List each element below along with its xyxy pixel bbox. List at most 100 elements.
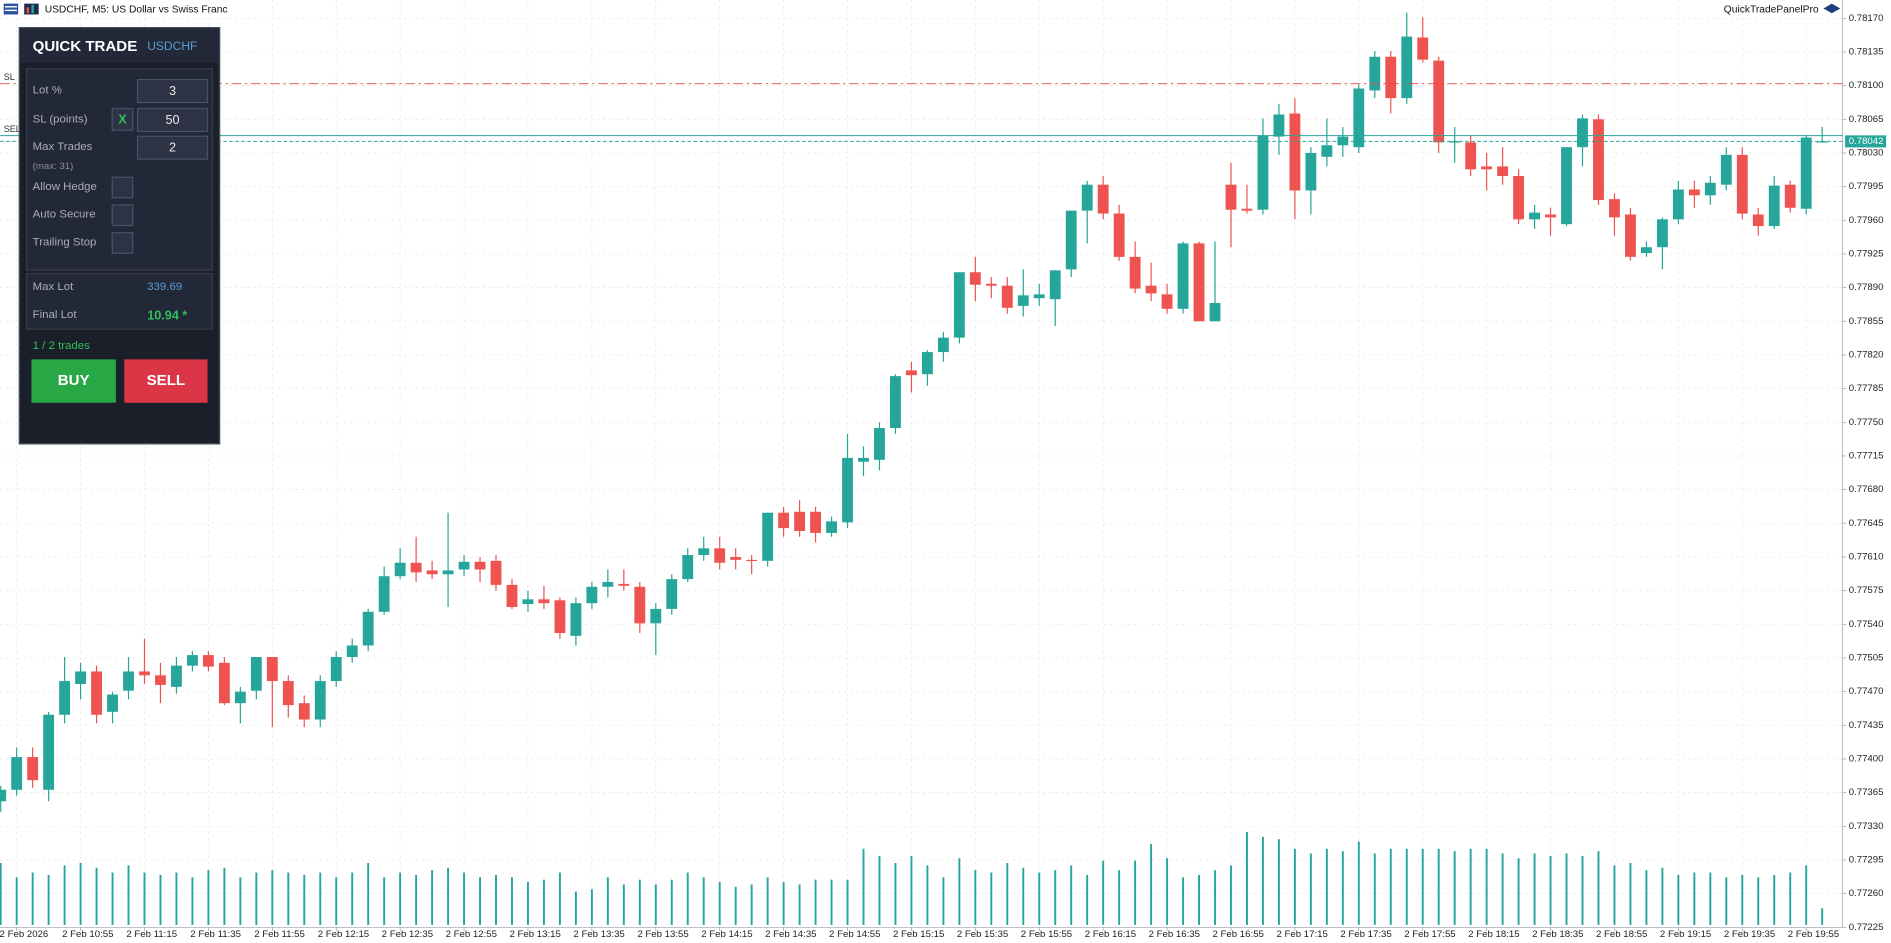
trade-status: 1 / 2 trades	[33, 340, 91, 352]
candle-body	[890, 376, 901, 429]
candle-body	[1145, 285, 1157, 294]
candle-body	[0, 789, 7, 802]
lot-input[interactable]	[136, 78, 209, 104]
sl-input[interactable]	[136, 107, 209, 133]
candle-body	[1545, 214, 1556, 218]
header: USDCHF, M5: US Dollar vs Swiss Franc Qui…	[3, 3, 1841, 15]
candle-body	[91, 671, 102, 715]
checkbox[interactable]	[111, 204, 134, 227]
x-tick-label: 2 Feb 14:55	[829, 929, 880, 940]
field-value: 50	[165, 113, 179, 127]
candle-body	[11, 757, 23, 790]
max-trades-input[interactable]	[136, 135, 209, 160]
candle-body	[1752, 214, 1764, 227]
candle-body	[1736, 154, 1748, 214]
candle-body	[1513, 176, 1525, 220]
candle-body	[586, 586, 598, 604]
checkbox-label: Allow Hedge	[33, 181, 97, 193]
candle-body	[59, 681, 71, 715]
candle-body	[234, 691, 246, 704]
x-tick-label: 2 Feb 15:55	[1021, 929, 1072, 940]
x-tick-label: 2 Feb 14:15	[701, 929, 752, 940]
candle-body	[282, 681, 294, 706]
quick-trade-panel: QUICK TRADE USDCHF Lot % 3 SL (points) X…	[18, 27, 221, 445]
candle-body	[921, 352, 933, 375]
y-tick-label: 0.77785	[1849, 383, 1884, 394]
y-tick-label: 0.77400	[1849, 754, 1884, 765]
x-tick-label: 2 Feb 15:35	[957, 929, 1008, 940]
field-note: (max: 31)	[33, 161, 74, 172]
candle-body	[874, 428, 885, 460]
x-tick-label: 2 Feb 13:35	[573, 929, 624, 940]
buy-button[interactable]	[31, 359, 116, 403]
candle-body	[570, 603, 582, 636]
candle-body	[1720, 154, 1732, 185]
x-tick-label: 2 Feb 11:35	[190, 929, 241, 940]
x-tick-label: 2 Feb 16:35	[1149, 929, 1200, 940]
candle-body	[1688, 189, 1700, 196]
candle-body	[666, 579, 678, 609]
candle-body	[1113, 213, 1125, 257]
flag-icon	[3, 3, 19, 15]
candle-body	[458, 561, 470, 570]
x-tick-label: 2 Feb 12:35	[382, 929, 433, 940]
candle-body	[266, 657, 278, 682]
candle-body	[1225, 184, 1237, 210]
checkbox[interactable]	[111, 232, 134, 254]
candle-body	[1353, 88, 1365, 148]
y-tick-label: 0.78030	[1849, 147, 1884, 158]
candle-body	[937, 337, 949, 353]
x-tick-label: 2 Feb 18:15	[1468, 929, 1519, 940]
grid	[0, 0, 1843, 928]
candle-body	[474, 561, 486, 570]
flag-stripe	[4, 6, 17, 8]
candle-body	[346, 645, 358, 658]
candle-body	[1401, 36, 1413, 99]
candle-body	[1640, 247, 1652, 253]
candle-body	[1593, 119, 1604, 201]
candle-body	[522, 599, 534, 605]
candle-body	[953, 272, 965, 338]
stat-label: Final Lot	[33, 309, 78, 321]
y-tick-label: 0.78135	[1849, 46, 1884, 57]
sl-toggle[interactable]	[111, 107, 134, 131]
y-tick-label: 0.77995	[1849, 181, 1884, 192]
y-tick-label: 0.77260	[1849, 888, 1884, 899]
candle-body	[602, 581, 614, 587]
candle-body	[969, 272, 981, 285]
stat-value: 339.69	[147, 281, 182, 293]
brand-icon	[1823, 3, 1841, 14]
sell-button[interactable]	[124, 359, 208, 403]
candle-body	[218, 662, 230, 704]
x-tick-label: 2 Feb 17:55	[1404, 929, 1455, 940]
candle-body	[554, 600, 566, 633]
x-tick-label: 2 Feb 17:15	[1276, 929, 1327, 940]
candle-body	[1289, 113, 1301, 191]
candle-layer	[0, 12, 1828, 812]
y-tick-label: 0.77505	[1849, 653, 1884, 664]
y-tick-label: 0.77575	[1849, 585, 1884, 596]
field-label: Lot %	[33, 84, 62, 96]
candle-body	[330, 657, 342, 682]
candle-body	[1609, 199, 1620, 218]
candle-body	[314, 681, 326, 720]
candle-body	[1257, 135, 1269, 210]
checkbox[interactable]	[111, 176, 134, 199]
bid-label: 0.78042	[1849, 136, 1884, 147]
volume-layer	[0, 832, 1824, 925]
y-tick-label: 0.77330	[1849, 821, 1884, 832]
x-tick-label: 2 Feb 12:15	[318, 929, 369, 940]
candle-body	[202, 655, 214, 667]
indicator-name: QuickTradePanelPro	[1724, 4, 1819, 15]
stat-value: 10.94 *	[147, 308, 187, 322]
y-tick-label: 0.78065	[1849, 114, 1884, 125]
y-tick-label: 0.77680	[1849, 484, 1884, 495]
candle-body	[618, 583, 630, 586]
checkbox-label: Trailing Stop	[33, 236, 97, 248]
candle-body	[139, 671, 150, 676]
candle-body	[1465, 142, 1477, 170]
x-tick-label: 2 Feb 11:15	[126, 929, 177, 940]
